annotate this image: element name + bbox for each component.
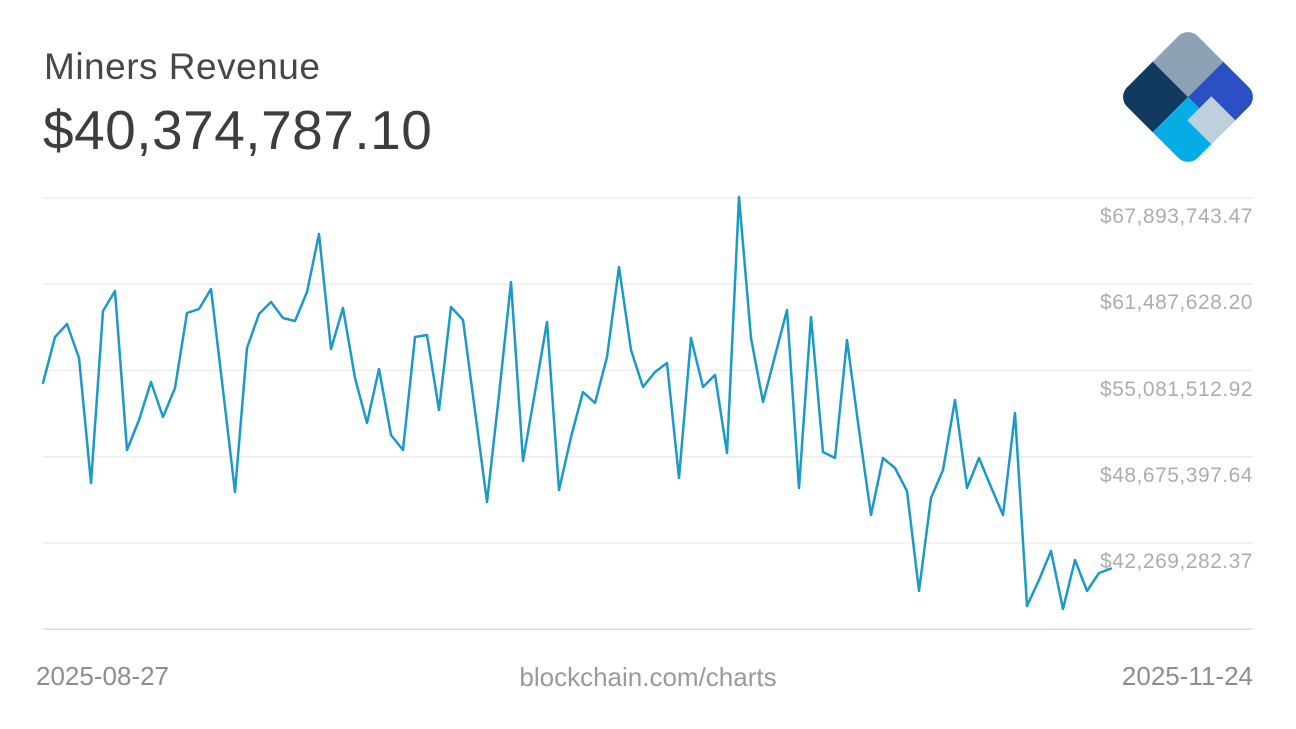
x-axis-start-date: 2025-08-27	[36, 661, 169, 691]
page-title: Miners Revenue	[44, 46, 321, 87]
y-axis-tick-label: $42,269,282.37	[1100, 550, 1253, 573]
x-axis-end-date: 2025-11-24	[1121, 661, 1253, 691]
y-axis-tick-label: $48,675,397.64	[1100, 463, 1253, 487]
y-axis-tick-label: $61,487,628.20	[1100, 291, 1253, 315]
watermark-url: blockchain.com/charts	[519, 662, 777, 692]
y-axis-tick-label: $67,893,743.47	[1100, 205, 1253, 228]
revenue-line-series[interactable]	[41, 195, 1113, 611]
y-axis-tick-label: $55,081,512.92	[1100, 377, 1253, 401]
chart-current-value: $40,374,787.10	[43, 99, 433, 161]
chart-gridlines	[43, 197, 1253, 630]
